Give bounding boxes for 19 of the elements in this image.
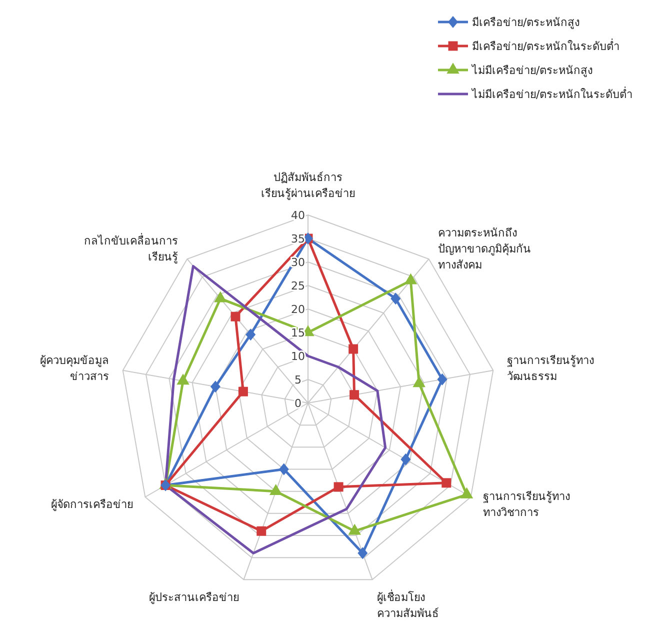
- spoke-label: ผู้จัดการเครือข่าย: [51, 498, 134, 511]
- legend-label: มีเครือข่าย/ตระหนักในระดับต่ำ: [472, 38, 620, 53]
- spoke-label: ฐานการเรียนรู้ทาง วัฒนธรรม: [506, 354, 594, 383]
- spoke-label: ผู้เชื่อมโยง ความสัมพันธ์: [377, 588, 440, 620]
- spoke-label: ปฏิสัมพันธ์การ เรียนรู้ผ่านเครือข่าย: [261, 171, 355, 200]
- legend-label: มีเครือข่าย/ตระหนักสูง: [472, 16, 580, 29]
- legend-label: ไม่มีเครือข่าย/ตระหนักในระดับต่ำ: [471, 86, 633, 101]
- spoke-label: ผู้ควบคุมข้อมูล ข่าวสาร: [40, 354, 110, 383]
- spoke-label: ฐานการเรียนรู้ทาง ทางวิชาการ: [482, 490, 570, 519]
- y-tick-label: 25: [291, 280, 305, 292]
- y-tick-label: 40: [291, 209, 305, 222]
- y-tick-label: 20: [291, 303, 305, 316]
- y-tick-label: 5: [294, 374, 302, 386]
- y-tick-label: 0: [294, 397, 302, 410]
- spoke-label: กลไกขับเคลื่อนการ เรียนรู้: [84, 232, 178, 264]
- legend-label: ไม่มีเครือข่าย/ตระหนักสูง: [471, 64, 593, 77]
- spoke-label: ความตระหนักถึง ปัญหาขาดภูมิคุ้มกัน ทางสังคม: [438, 226, 531, 272]
- y-tick-label: 10: [291, 350, 305, 363]
- spoke-label: ผู้ประสานเครือข่าย: [148, 590, 239, 604]
